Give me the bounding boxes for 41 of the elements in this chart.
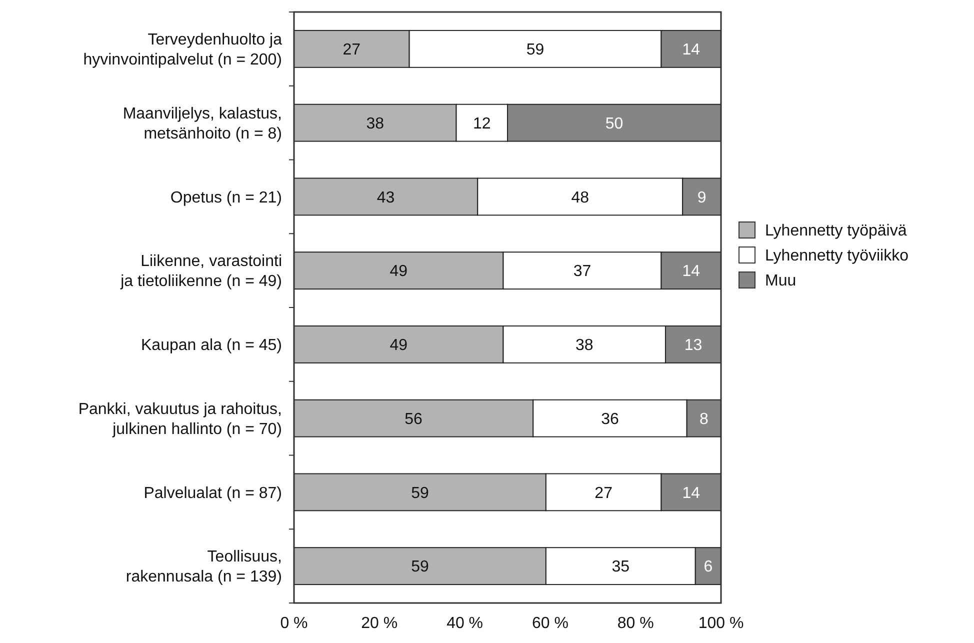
y-tick-label: Palvelualat (n = 87)	[144, 484, 282, 502]
y-tick-label: Liikenne, varastointi ja tietoliikenne (n = 49)	[120, 253, 282, 290]
y-tick-label: Opetus (n = 21)	[170, 189, 282, 206]
data-label: 59	[526, 42, 544, 59]
data-label: 43	[376, 189, 395, 206]
data-label: 38	[366, 115, 384, 132]
data-label: 49	[390, 263, 408, 280]
data-label: 49	[390, 337, 408, 354]
data-label: 35	[612, 558, 630, 576]
x-tick-label: 20 %	[361, 615, 398, 632]
y-tick-label: Kaupan ala (n = 45)	[141, 337, 282, 354]
data-label: 48	[571, 189, 590, 206]
x-tick-label: 40 %	[446, 615, 484, 632]
data-label: 14	[682, 484, 700, 502]
x-tick-label: 100 %	[698, 615, 744, 632]
x-tick-label: 0 %	[280, 615, 308, 632]
legend-label: Muu	[765, 272, 796, 290]
data-label: 12	[472, 115, 491, 132]
text: Lyhennetty työviikko	[765, 248, 909, 265]
data-label: 56	[404, 410, 423, 428]
data-label: 59	[411, 484, 429, 502]
data-label: 50	[605, 115, 624, 132]
data-label: 36	[601, 410, 619, 428]
data-label: 38	[575, 337, 594, 354]
data-label: 14	[682, 263, 700, 280]
y-tick-label: Maanviljelys, kalastus, metsänhoito (n = 8)	[122, 105, 282, 142]
data-label: 13	[684, 337, 702, 354]
data-label: 14	[682, 42, 700, 59]
x-tick-label: 80 %	[617, 615, 654, 632]
y-tick-label: Pankki, vakuutus ja rahoitus, julkinen hallinto (n = 70)	[78, 400, 282, 438]
y-tick-label: Teollisuus, rakennusala (n = 139)	[126, 548, 282, 586]
data-label: 37	[573, 263, 592, 280]
legend-label: Lyhennetty työpäivä	[765, 222, 907, 240]
data-label: 9	[697, 189, 706, 206]
data-label: 59	[411, 558, 429, 576]
data-label: 8	[699, 410, 708, 428]
data-label: 6	[704, 558, 713, 576]
y-tick-label: Terveydenhuolto ja hyvinvointipalvelut (n = 200)	[83, 32, 282, 69]
data-label: 27	[342, 42, 361, 59]
data-label: 27	[594, 484, 613, 502]
x-tick-label: 60 %	[532, 615, 568, 632]
